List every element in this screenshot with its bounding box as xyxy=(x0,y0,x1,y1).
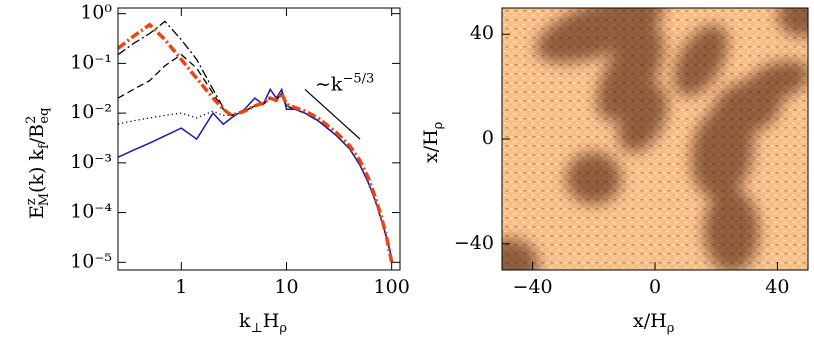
y-axis-label: x/Hρ xyxy=(420,122,446,163)
slope-line xyxy=(304,88,361,140)
y-axis-label: EzM(k) kf/B2eq xyxy=(24,108,52,219)
x-tick-label: 10 xyxy=(274,276,298,298)
y-axis-label-part: ρ xyxy=(431,122,446,130)
spectrum-line xyxy=(118,22,394,263)
x-axis-label: k⊥Hρ xyxy=(239,310,287,336)
x-tick-label: 1 xyxy=(175,276,187,298)
y-axis-label-part: eq xyxy=(37,108,52,124)
annotation-part: −5/3 xyxy=(342,71,374,86)
y-axis-label-part: 2 xyxy=(24,116,39,124)
y-axis-label-part: z xyxy=(24,198,39,205)
density-map xyxy=(502,8,808,270)
x-tick-label: 40 xyxy=(765,276,789,298)
annotation: ∼k−5/3 xyxy=(315,71,374,96)
y-tick-label: 10⁻⁴ xyxy=(70,201,112,223)
y-axis-label-part: /B xyxy=(26,124,48,144)
x-tick-label: 0 xyxy=(649,276,661,298)
annotation-part: ∼k xyxy=(315,73,343,95)
y-tick-label: 10⁰ xyxy=(80,2,112,24)
spectrum-line xyxy=(118,87,393,259)
x-axis-label-part: ρ xyxy=(667,321,675,336)
y-axis-label-part: x/H xyxy=(420,129,442,163)
y-tick-label: 10⁻¹ xyxy=(70,51,112,73)
x-axis-label: x/Hρ xyxy=(633,310,674,336)
spectrum-line xyxy=(118,91,393,259)
x-axis-label-part: k xyxy=(239,310,251,332)
y-tick-label: 10⁻³ xyxy=(70,151,112,173)
y-axis-label-part: f xyxy=(37,143,52,149)
texture xyxy=(502,8,808,270)
y-axis-label-part: (k) k xyxy=(26,149,48,193)
x-axis-label-part: ⊥ xyxy=(251,321,263,336)
y-tick-label: −40 xyxy=(454,232,494,254)
y-tick-label: 10⁻⁵ xyxy=(70,250,112,272)
spectrum-line xyxy=(118,20,393,259)
y-axis-label-part: M xyxy=(37,193,52,206)
y-tick-label: 40 xyxy=(470,22,494,44)
x-axis-label-part: ρ xyxy=(279,321,287,336)
x-axis-label-part: x/H xyxy=(633,310,667,332)
x-tick-label: −40 xyxy=(513,276,553,298)
x-tick-label: 100 xyxy=(374,276,410,298)
y-axis-label-part: E xyxy=(26,205,48,219)
x-axis-label-part: H xyxy=(263,310,280,332)
y-tick-label: 10⁻² xyxy=(70,101,112,123)
plot-frame xyxy=(117,7,401,271)
y-tick-label: 0 xyxy=(482,127,494,149)
